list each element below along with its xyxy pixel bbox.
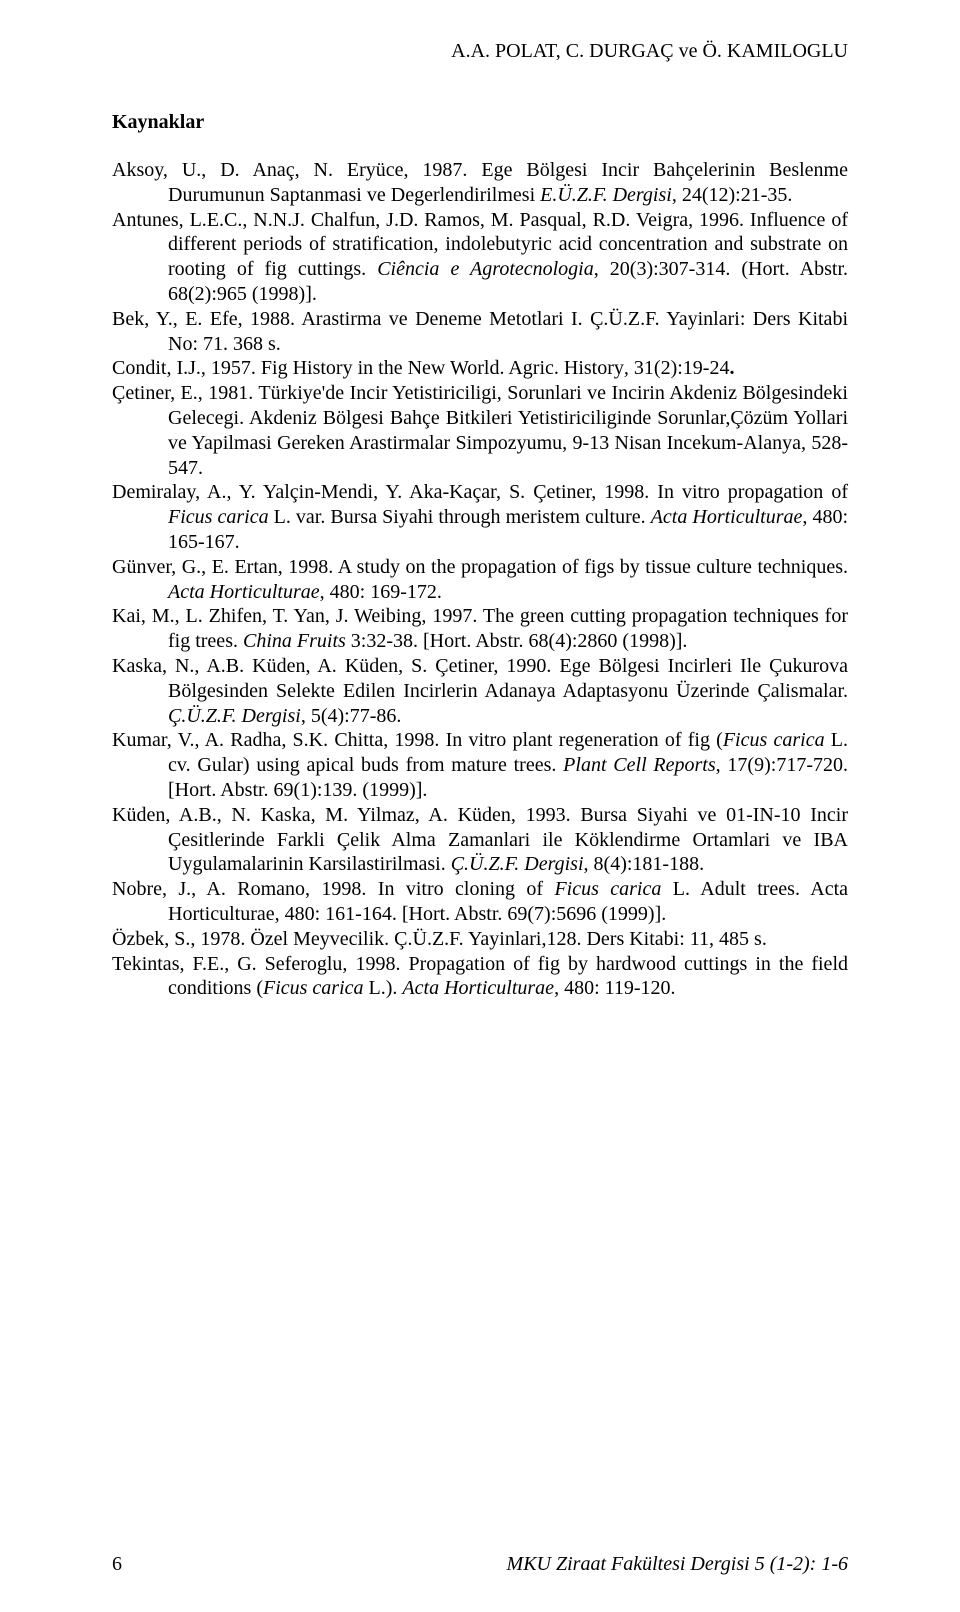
reference-italic: Ciência e Agrotecnologia: [377, 258, 594, 280]
reference-entry: Condit, I.J., 1957. Fig History in the N…: [112, 356, 848, 381]
references-list: Aksoy, U., D. Anaç, N. Eryüce, 1987. Ege…: [112, 158, 848, 1001]
reference-entry: Kumar, V., A. Radha, S.K. Chitta, 1998. …: [112, 728, 848, 802]
reference-italic: E.Ü.Z.F. Dergisi: [540, 184, 672, 206]
reference-italic: Acta Horticulturae: [402, 977, 554, 999]
page-number: 6: [112, 1553, 122, 1576]
reference-entry: Antunes, L.E.C., N.N.J. Chalfun, J.D. Ra…: [112, 208, 848, 307]
reference-italic: Ficus carica: [554, 878, 661, 900]
reference-italic: Ç.Ü.Z.F. Dergisi: [168, 705, 301, 727]
reference-italic: Acta Horticulturae: [168, 581, 320, 603]
section-title-kaynaklar: Kaynaklar: [112, 111, 848, 134]
header-authors: A.A. POLAT, C. DURGAÇ ve Ö. KAMILOGLU: [112, 40, 848, 63]
reference-entry: Kai, M., L. Zhifen, T. Yan, J. Weibing, …: [112, 604, 848, 654]
reference-entry: Aksoy, U., D. Anaç, N. Eryüce, 1987. Ege…: [112, 158, 848, 208]
reference-italic: ,: [624, 357, 634, 379]
reference-italic: Acta Horticulturae: [651, 506, 803, 528]
reference-italic: China Fruits: [243, 630, 346, 652]
reference-entry: Demiralay, A., Y. Yalçin-Mendi, Y. Aka-K…: [112, 480, 848, 554]
reference-italic: Ç.Ü.Z.F. Dergisi: [451, 853, 584, 875]
reference-entry: Bek, Y., E. Efe, 1988. Arastirma ve Dene…: [112, 307, 848, 357]
reference-italic: Ficus carica: [168, 506, 269, 528]
reference-entry: Küden, A.B., N. Kaska, M. Yilmaz, A. Küd…: [112, 803, 848, 877]
page-footer: 6 MKU Ziraat Fakültesi Dergisi 5 (1-2): …: [112, 1553, 848, 1576]
reference-italic: Ficus carica: [723, 729, 825, 751]
reference-entry: Tekintas, F.E., G. Seferoglu, 1998. Prop…: [112, 952, 848, 1002]
journal-citation: MKU Ziraat Fakültesi Dergisi 5 (1-2): 1-…: [507, 1553, 848, 1576]
reference-entry: Nobre, J., A. Romano, 1998. In vitro clo…: [112, 877, 848, 927]
reference-italic: Ficus carica: [263, 977, 364, 999]
reference-entry: Günver, G., E. Ertan, 1998. A study on t…: [112, 555, 848, 605]
reference-entry: Çetiner, E., 1981. Türkiye'de Incir Yeti…: [112, 381, 848, 480]
reference-entry: Özbek, S., 1978. Özel Meyvecilik. Ç.Ü.Z.…: [112, 927, 848, 952]
reference-italic: Plant Cell Reports: [563, 754, 715, 776]
reference-entry: Kaska, N., A.B. Küden, A. Küden, S. Çeti…: [112, 654, 848, 728]
